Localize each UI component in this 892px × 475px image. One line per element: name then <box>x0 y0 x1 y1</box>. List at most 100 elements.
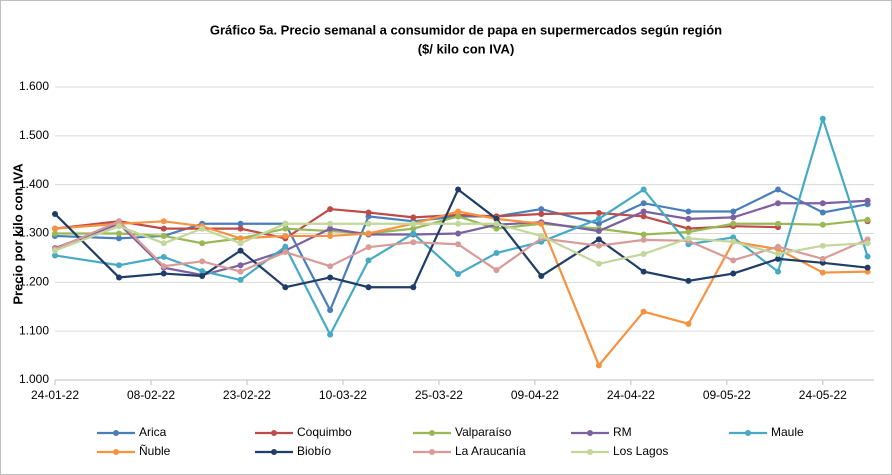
data-point <box>237 276 244 283</box>
legend-label: Arica <box>139 425 167 439</box>
x-tick-label: 25-03-22 <box>415 388 463 402</box>
data-point <box>327 274 334 281</box>
data-point <box>595 209 602 216</box>
data-point <box>115 274 122 281</box>
data-point <box>538 232 545 239</box>
data-point <box>365 244 372 251</box>
legend-label: Valparaíso <box>455 425 512 439</box>
x-tick-label: 24-05-22 <box>799 388 847 402</box>
data-point <box>410 214 417 221</box>
data-point <box>640 268 647 275</box>
y-tick-label: 1.400 <box>19 177 49 191</box>
data-point <box>819 242 826 249</box>
data-point <box>410 230 417 237</box>
data-point <box>282 249 289 256</box>
data-point <box>640 236 647 243</box>
data-point <box>115 262 122 269</box>
data-point <box>365 230 372 237</box>
data-point <box>730 214 737 221</box>
data-point <box>685 229 692 236</box>
data-point <box>819 221 826 228</box>
data-point <box>237 262 244 269</box>
data-point <box>327 307 334 314</box>
legend-marker <box>113 430 119 436</box>
data-point <box>237 220 244 227</box>
legend-label: RM <box>613 425 632 439</box>
data-point <box>455 220 462 227</box>
legend-marker <box>587 430 593 436</box>
data-point <box>52 247 58 254</box>
data-point <box>455 241 462 248</box>
data-point <box>237 225 244 232</box>
legend-label: Los Lagos <box>613 444 668 458</box>
data-point <box>595 228 602 235</box>
data-point <box>410 284 417 291</box>
data-point <box>864 240 871 247</box>
y-tick-label: 1.500 <box>19 128 49 142</box>
data-point <box>538 210 545 217</box>
data-point <box>365 284 372 291</box>
data-point <box>775 186 782 193</box>
data-point <box>282 243 289 250</box>
data-point <box>160 263 167 270</box>
legend-label: La Araucanía <box>455 444 526 458</box>
data-point <box>864 253 871 260</box>
data-point <box>282 225 289 232</box>
data-point <box>819 255 826 262</box>
y-tick-label: 1.300 <box>19 226 49 240</box>
data-point <box>595 215 602 222</box>
data-point <box>52 230 58 237</box>
data-point <box>730 270 737 277</box>
legend-marker <box>271 430 277 436</box>
data-point <box>864 197 871 204</box>
data-point <box>115 218 122 225</box>
data-point <box>640 308 647 315</box>
legend-marker <box>587 449 593 455</box>
legend-marker <box>429 430 435 436</box>
data-point <box>327 220 334 227</box>
data-point <box>115 235 122 242</box>
data-point <box>819 115 826 122</box>
x-tick-label: 24-01-22 <box>31 388 79 402</box>
x-tick-label: 08-02-22 <box>127 388 175 402</box>
data-point <box>640 231 647 238</box>
data-point <box>455 230 462 237</box>
data-point <box>595 220 602 227</box>
x-tick-label: 24-04-22 <box>607 388 655 402</box>
data-point <box>327 225 334 232</box>
data-point <box>115 223 122 230</box>
data-point <box>365 257 372 264</box>
data-point <box>410 220 417 227</box>
data-point <box>160 218 167 225</box>
data-point <box>160 232 167 239</box>
chart-title: Gráfico 5a. Precio semanal a consumidor … <box>210 22 722 37</box>
data-point <box>640 200 647 207</box>
data-point <box>685 235 692 242</box>
data-point <box>282 220 289 227</box>
data-point <box>327 206 334 213</box>
data-point <box>775 243 782 250</box>
data-point <box>160 270 167 277</box>
data-point <box>685 215 692 222</box>
data-point <box>237 268 244 275</box>
data-point <box>493 220 500 227</box>
legend-label: Ñuble <box>139 444 171 458</box>
data-point <box>775 251 782 258</box>
data-point <box>199 258 206 265</box>
data-point <box>775 220 782 227</box>
data-point <box>455 271 462 278</box>
data-point <box>730 238 737 245</box>
data-point <box>864 216 871 223</box>
data-point <box>730 257 737 264</box>
data-point <box>365 220 372 227</box>
data-point <box>52 252 58 259</box>
data-point <box>282 232 289 239</box>
data-point <box>455 186 462 193</box>
data-point <box>775 255 782 262</box>
legend-label: Biobío <box>297 444 331 458</box>
x-tick-label: 23-02-22 <box>223 388 271 402</box>
data-point <box>685 277 692 284</box>
data-point <box>730 220 737 227</box>
x-tick-label: 09-05-22 <box>703 388 751 402</box>
